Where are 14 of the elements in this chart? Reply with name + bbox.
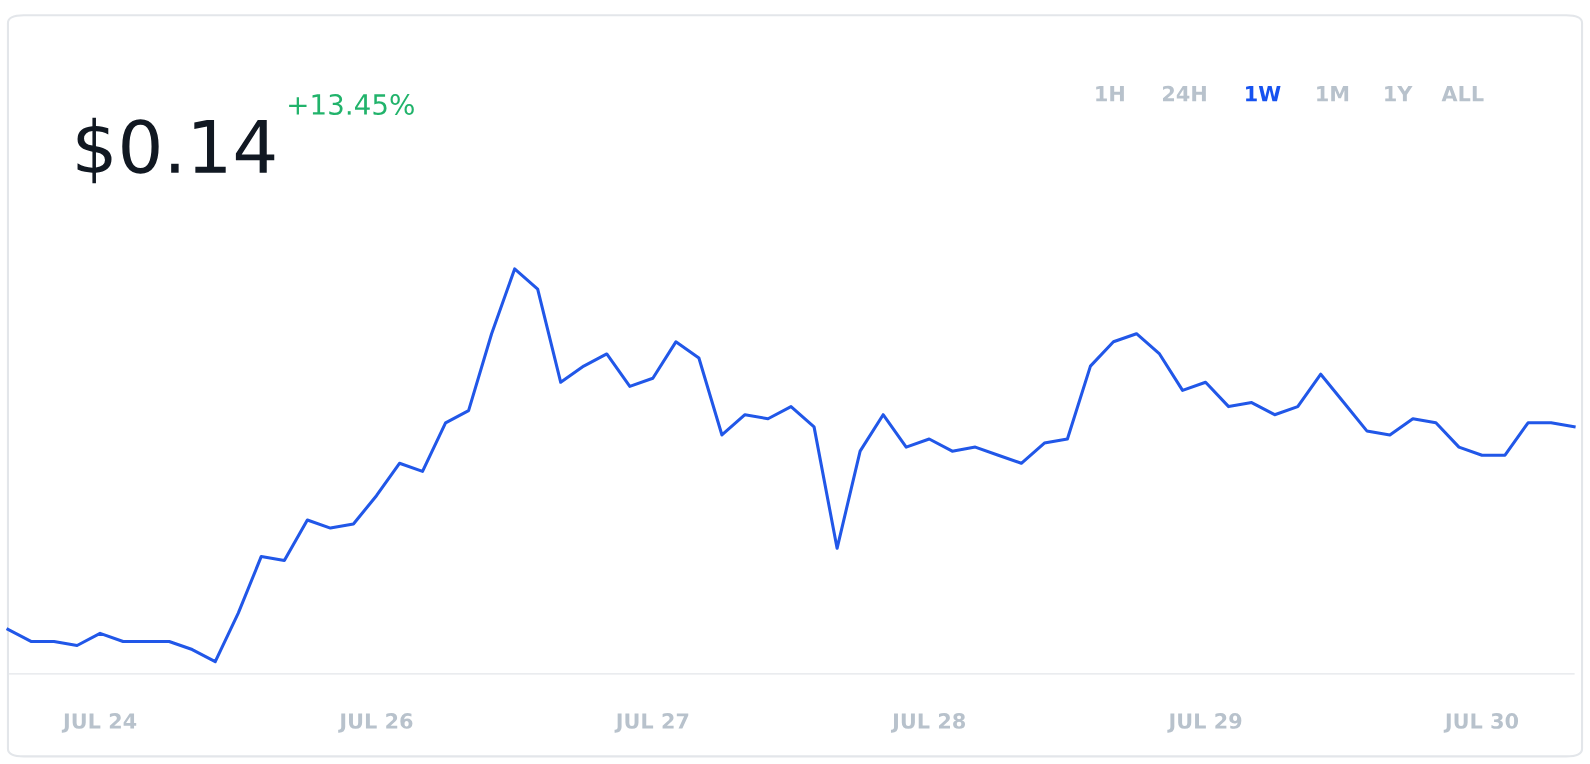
text: 24H [1162, 85, 1206, 102]
x-tick-label: JUL 28 [890, 713, 966, 733]
x-tick-label: JUL 27 [614, 713, 689, 733]
chart-subtitle: +13.45% [289, 94, 414, 116]
x-tick-label: JUL 26 [338, 713, 413, 733]
text: ALL [1441, 86, 1484, 102]
text: 1W [1246, 86, 1281, 102]
text: 1Y [1385, 86, 1413, 102]
text: 1M [1317, 86, 1349, 102]
x-tick-label: JUL 29 [1167, 713, 1242, 733]
chart-title: $0.14 [77, 117, 275, 184]
x-tick-label: JUL 24 [61, 713, 137, 733]
x-tick-label: JUL 30 [1443, 713, 1519, 733]
text: 1H [1096, 86, 1124, 102]
